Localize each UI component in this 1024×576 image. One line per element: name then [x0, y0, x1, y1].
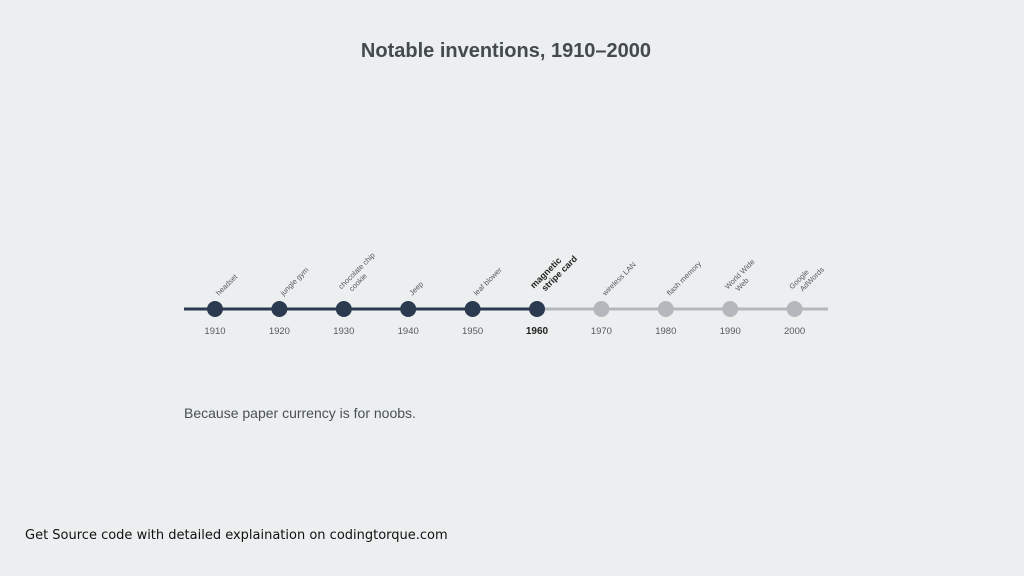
timeline-year[interactable]: 1910 [204, 326, 225, 337]
timeline-event-label[interactable]: GoogleAdWords [787, 259, 826, 298]
timeline-year[interactable]: 1970 [591, 326, 612, 337]
timeline-dot-1910[interactable] [207, 301, 223, 317]
timeline-event-label[interactable]: wireless LAN [600, 260, 638, 298]
timeline-dot-2000[interactable] [786, 301, 803, 317]
timeline-event-label[interactable]: jungle gym [278, 265, 311, 298]
timeline-dot-1980[interactable] [657, 301, 674, 317]
timeline-event-label[interactable]: leaf blower [472, 265, 504, 297]
timeline-year[interactable]: 1980 [655, 326, 676, 337]
timeline-event-label-line: flash memory [665, 259, 703, 297]
timeline-dot-1950[interactable] [464, 301, 481, 317]
timeline-dot-1970[interactable] [593, 301, 610, 317]
timeline-event-label[interactable]: headset [214, 272, 240, 298]
timeline-event-label-line: jungle gym [278, 265, 311, 298]
timeline-year[interactable]: 1960 [526, 326, 549, 337]
timeline-event-label[interactable]: World WideWeb [723, 257, 763, 297]
timeline-dot-1960[interactable] [529, 301, 545, 317]
page-title: Notable inventions, 1910–2000 [360, 40, 652, 62]
footer-text: Get Source code with detailed explainati… [25, 528, 448, 543]
timeline-event-label[interactable]: magneticstripe card [528, 246, 579, 297]
timeline-dot-1920[interactable] [271, 301, 288, 317]
timeline-event-label[interactable]: chocolate chipcookie [336, 251, 383, 298]
timeline-dot-1990[interactable] [722, 301, 739, 317]
event-description: Because paper currency is for noobs. [184, 405, 416, 421]
timeline-event-label-line: wireless LAN [600, 260, 638, 298]
timeline-year[interactable]: 1940 [398, 326, 419, 337]
timeline-year[interactable]: 1920 [269, 326, 290, 337]
timeline-year[interactable]: 1990 [720, 326, 741, 337]
timeline-year[interactable]: 1930 [333, 326, 354, 337]
timeline-event-label-line: Jeep [407, 280, 425, 298]
timeline-event-label-line: headset [214, 272, 240, 298]
timeline-dot-1930[interactable] [335, 301, 352, 317]
timeline-year[interactable]: 2000 [784, 326, 805, 337]
timeline-event-label[interactable]: Jeep [407, 280, 425, 298]
timeline-dot-1940[interactable] [400, 301, 417, 317]
timeline-event-label[interactable]: flash memory [665, 259, 703, 297]
timeline-event-label-line: leaf blower [472, 265, 504, 297]
timeline-year[interactable]: 1950 [462, 326, 483, 337]
